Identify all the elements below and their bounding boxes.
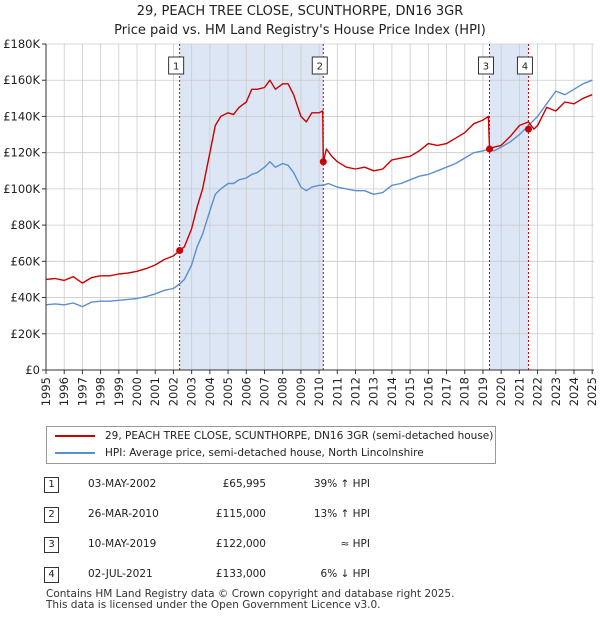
sale-hpi-compare: ≈ HPI [340,538,370,550]
sale-date: 02-JUL-2021 [88,568,153,580]
x-tick-label: 2015 [403,377,417,406]
legend-swatch-hpi [55,452,95,454]
y-tick-label: £100K [3,182,40,196]
x-tick-label: 2006 [239,377,253,406]
x-tick-label: 2008 [276,377,290,406]
x-tick-label: 2001 [148,377,162,406]
x-tick-label: 1998 [94,377,108,406]
x-tick-label: 2022 [531,377,545,406]
sale-price: £133,000 [215,568,266,580]
sale-point [319,158,327,166]
sale-price: £65,995 [222,478,266,490]
sale-marker-label: 2 [317,62,323,73]
sale-marker-box [516,56,533,75]
chart-title-line1: 29, PEACH TREE CLOSE, SCUNTHORPE, DN16 3… [136,4,464,19]
x-tick-label: 2002 [166,377,180,406]
sale-hpi-compare: 13% ↑ HPI [313,508,370,520]
x-tick-label: 2010 [312,377,326,406]
sale-date: 10-MAY-2019 [88,538,157,550]
sale-markers: 1 2 3 4 [168,56,533,254]
sale-point [524,125,532,133]
y-tick-label: £180K [3,37,40,51]
x-tick-label: 2017 [440,377,454,406]
x-tick-label: 2021 [512,377,526,406]
sale-date: 26-MAR-2010 [88,508,159,520]
x-tick-label: 1997 [75,377,89,406]
x-tick-label: 2023 [549,377,563,406]
sale-point [485,145,493,153]
x-tick-label: 1995 [39,377,53,406]
sale-point [176,246,184,254]
x-tick-label: 2020 [494,377,508,406]
x-tick-label: 2004 [203,377,217,406]
x-tick-label: 1999 [112,377,126,406]
y-tick-label: £160K [3,73,40,87]
x-tick-label: 1996 [57,377,71,406]
legend-item-hpi: HPI: Average price, semi-detached house,… [55,445,424,461]
x-tick-label: 2011 [330,377,344,406]
x-tick-label: 2005 [221,377,235,406]
sale-marker-label: 3 [483,62,489,73]
chart-title-line2: Price paid vs. HM Land Registry's House … [114,23,486,38]
footer-licence: This data is licensed under the Open Gov… [46,599,381,611]
footer-copyright: Contains HM Land Registry data © Crown c… [46,588,455,600]
sale-number-badge: 3 [44,537,59,553]
shaded-period [179,44,324,370]
y-tick-label: £120K [3,146,40,160]
sale-marker-box [311,56,328,75]
sale-price: £115,000 [215,508,266,520]
chart-title: 29, PEACH TREE CLOSE, SCUNTHORPE, DN16 3… [0,2,600,40]
x-tick-label: 2012 [349,377,363,406]
y-tick-label: £40K [11,291,41,305]
x-tick-label: 2025 [585,377,599,406]
shaded-period [489,44,529,370]
sale-row: 2 26-MAR-2010 £115,000 13% ↑ HPI [40,507,440,525]
x-tick-label: 2018 [458,377,472,406]
legend-label-hpi: HPI: Average price, semi-detached house,… [105,447,424,459]
price-chart: 1 2 3 4 £0 £20K £40K £60K £80K £100K £120K £140K £1… [3,37,599,406]
sale-marker-box [168,56,185,75]
legend: 29, PEACH TREE CLOSE, SCUNTHORPE, DN16 3… [46,426,496,464]
sale-number-badge: 4 [44,567,59,583]
legend-swatch-property [55,435,95,437]
y-tick-label: £80K [11,218,41,232]
sale-row: 3 10-MAY-2019 £122,000 ≈ HPI [40,537,440,555]
y-tick-label: £140K [3,109,40,123]
x-tick-label: 2019 [476,377,490,406]
y-tick-label: £20K [11,327,41,341]
legend-item-property: 29, PEACH TREE CLOSE, SCUNTHORPE, DN16 3… [55,428,493,444]
sale-marker-label: 4 [522,62,528,73]
shaded-periods [46,44,594,370]
axes: £0 £20K £40K £60K £80K £100K £120K £140K £160K £1… [3,37,599,406]
sale-row: 4 02-JUL-2021 £133,000 6% ↓ HPI [40,567,440,585]
sale-number-badge: 2 [44,507,59,523]
sale-hpi-compare: 6% ↓ HPI [320,568,370,580]
x-tick-label: 2014 [385,377,399,406]
footer: Contains HM Land Registry data © Crown c… [46,589,454,611]
x-tick-label: 2016 [421,377,435,406]
sale-number-badge: 1 [44,477,59,493]
sale-price: £122,000 [215,538,266,550]
x-tick-label: 2024 [567,377,581,406]
y-tick-label: £60K [11,254,41,268]
x-tick-label: 2000 [130,377,144,406]
sale-row: 1 03-MAY-2002 £65,995 39% ↑ HPI [40,477,440,495]
sale-date: 03-MAY-2002 [88,478,157,490]
x-tick-label: 2003 [185,377,199,406]
sale-marker-label: 1 [173,62,179,73]
x-tick-label: 2009 [294,377,308,406]
sale-hpi-compare: 39% ↑ HPI [313,478,370,490]
x-tick-label: 2007 [257,377,271,406]
x-tick-label: 2013 [367,377,381,406]
y-tick-label: £0 [25,363,40,377]
legend-label-property: 29, PEACH TREE CLOSE, SCUNTHORPE, DN16 3… [105,430,494,442]
sale-marker-box [477,56,494,75]
